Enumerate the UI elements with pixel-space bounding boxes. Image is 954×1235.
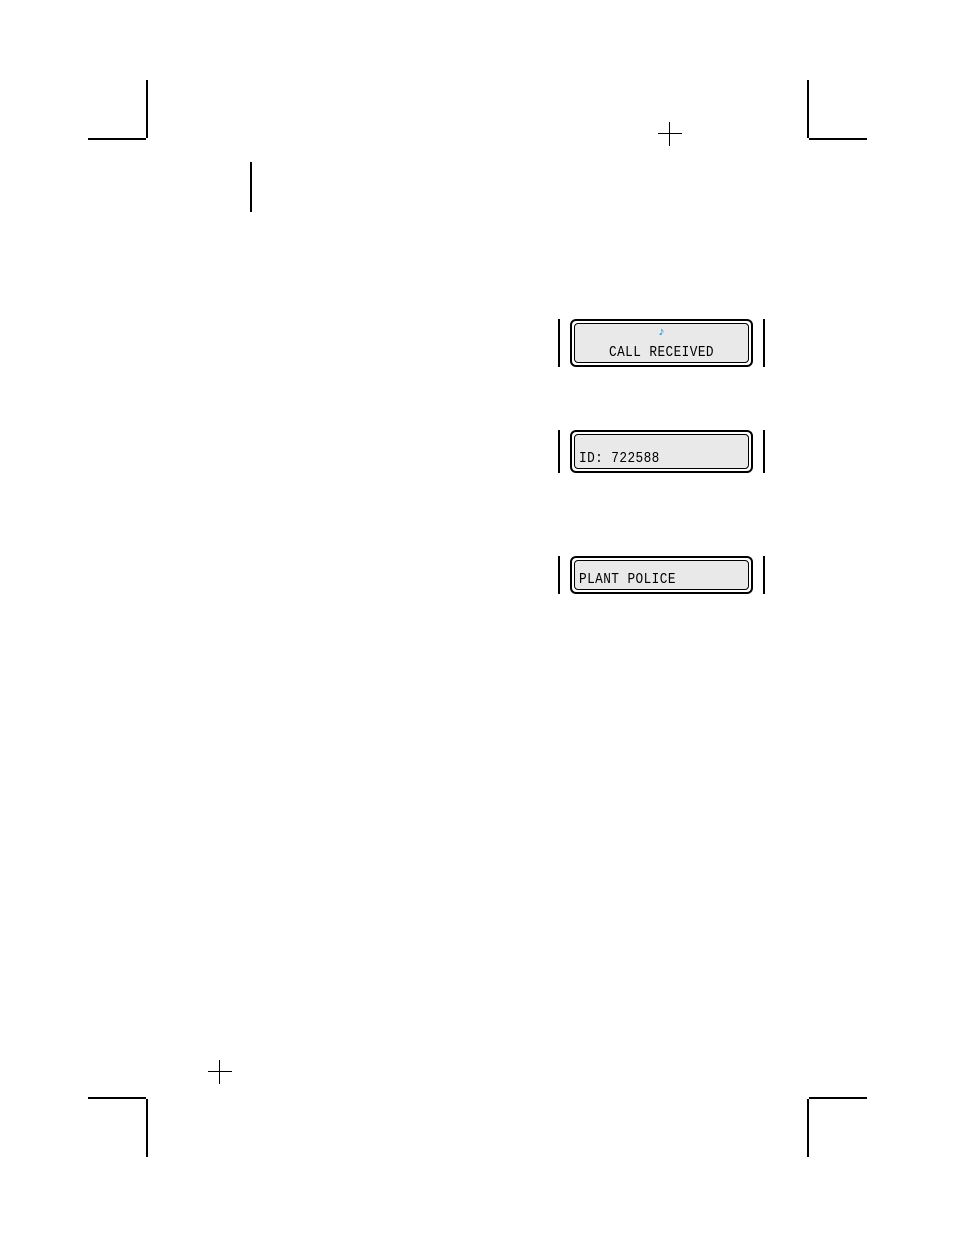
lcd-sidebar-right [763, 319, 765, 367]
lcd-text: CALL RECEIVED [588, 344, 735, 361]
lcd-sidebar-left [558, 319, 560, 367]
cropmark-tr-h [809, 138, 867, 140]
lcd-text: ID: 722588 [579, 450, 660, 467]
reg-cross-top [658, 122, 682, 146]
lcd-sidebar-right [763, 556, 765, 594]
inner-tick-top [250, 162, 252, 212]
music-note-icon: ♪ [658, 326, 665, 338]
cropmark-bl-h [88, 1097, 146, 1099]
lcd-inner: PLANT POLICE [574, 560, 749, 590]
cropmark-br-h [809, 1097, 867, 1099]
cropmark-tr-v [807, 80, 809, 138]
lcd-call-received: ♪ CALL RECEIVED [570, 319, 753, 367]
cropmark-br-v [807, 1099, 809, 1157]
lcd-inner: ♪ CALL RECEIVED [574, 323, 749, 363]
lcd-plant-police: PLANT POLICE [570, 556, 753, 594]
lcd-sidebar-left [558, 556, 560, 594]
cropmark-tl-v [146, 80, 148, 138]
lcd-sidebar-right [763, 430, 765, 473]
lcd-inner: ID: 722588 [574, 434, 749, 469]
lcd-text: PLANT POLICE [579, 571, 676, 588]
reg-cross-bottom [208, 1060, 232, 1084]
cropmark-tl-h [88, 138, 146, 140]
lcd-caller-id: ID: 722588 [570, 430, 753, 473]
lcd-sidebar-left [558, 430, 560, 473]
cropmark-bl-v [146, 1099, 148, 1157]
